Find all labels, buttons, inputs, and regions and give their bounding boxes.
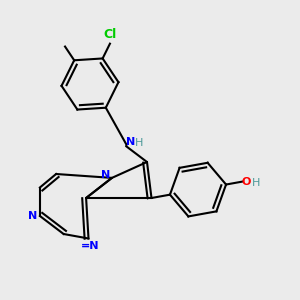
Text: N: N	[28, 211, 37, 221]
Text: H: H	[135, 138, 143, 148]
Text: Cl: Cl	[103, 28, 117, 41]
Text: N: N	[127, 137, 136, 147]
Text: H: H	[252, 178, 260, 188]
Text: =N: =N	[81, 241, 99, 251]
Text: O: O	[242, 177, 251, 187]
Text: N: N	[101, 170, 110, 181]
